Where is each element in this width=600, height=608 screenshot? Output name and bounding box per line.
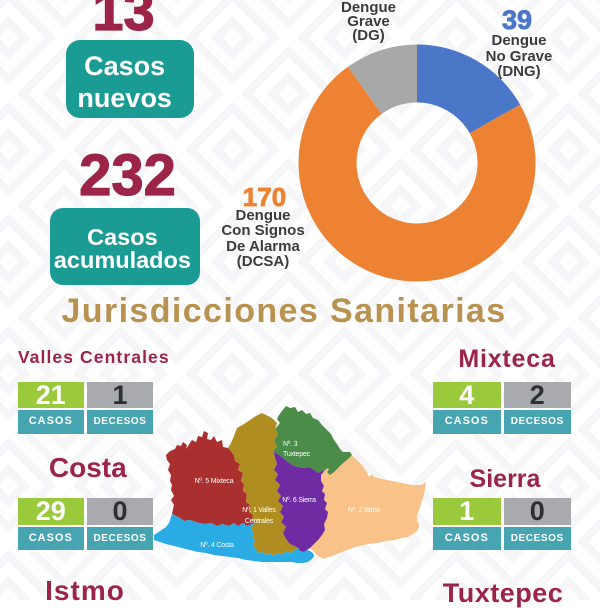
svg-text:Nº. 6 Sierra: Nº. 6 Sierra	[282, 497, 316, 504]
svg-text:Tuxtepec: Tuxtepec	[283, 451, 311, 458]
svg-text:Nº. 4 Costa: Nº. 4 Costa	[200, 542, 234, 549]
svg-text:Nº. 3: Nº. 3	[283, 441, 298, 448]
svg-text:Centrales: Centrales	[245, 518, 274, 525]
svg-text:Nº. 1 Valles: Nº. 1 Valles	[242, 507, 276, 514]
svg-text:Nº. 2 Istmo: Nº. 2 Istmo	[348, 507, 381, 514]
svg-text:Nº. 5 Mixteca: Nº. 5 Mixteca	[195, 478, 234, 485]
